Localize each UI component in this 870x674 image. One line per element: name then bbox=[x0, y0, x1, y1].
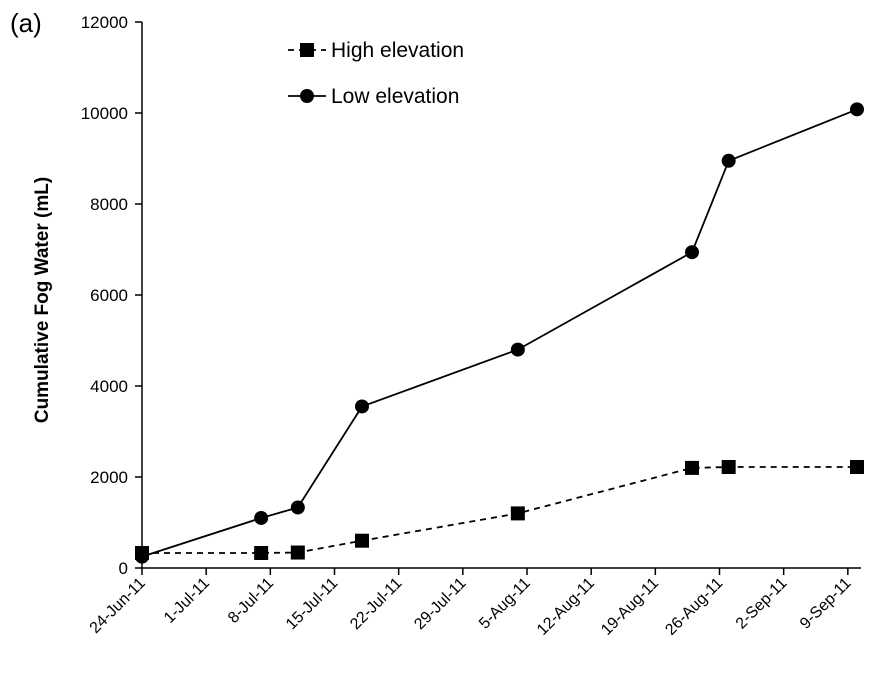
series-high-elevation bbox=[135, 459, 864, 560]
legend-label-low-elevation: Low elevation bbox=[331, 85, 459, 108]
data-point-circle bbox=[135, 549, 149, 564]
series-layer bbox=[135, 102, 864, 564]
x-tick-label: 26-Aug-11 bbox=[662, 575, 726, 639]
series-low-elevation bbox=[135, 102, 864, 564]
legend: High elevation Low elevation bbox=[288, 39, 464, 108]
x-tick-label: 1-Jul-11 bbox=[161, 575, 213, 627]
x-tick-label: 5-Aug-11 bbox=[476, 575, 534, 633]
data-point-square bbox=[510, 506, 525, 521]
y-tick-label: 8000 bbox=[90, 195, 128, 214]
y-tick-label: 0 bbox=[119, 559, 128, 578]
legend-marker-circle bbox=[300, 89, 314, 103]
y-axis-title: Cumulative Fog Water (mL) bbox=[32, 177, 53, 423]
data-point-square bbox=[254, 545, 269, 560]
data-point-circle bbox=[355, 399, 369, 414]
series-line-high-elevation bbox=[142, 466, 857, 554]
x-tick-label: 12-Aug-11 bbox=[534, 575, 598, 639]
data-point-circle bbox=[510, 342, 525, 357]
x-tick-label: 15-Jul-11 bbox=[283, 575, 341, 633]
x-tick-label: 9-Sep-11 bbox=[797, 575, 855, 633]
y-tick-label: 6000 bbox=[90, 286, 128, 305]
data-point-square bbox=[721, 459, 736, 474]
y-tick-label: 2000 bbox=[90, 468, 128, 487]
data-point-square bbox=[685, 460, 699, 475]
data-point-circle bbox=[721, 153, 736, 168]
x-tick-label: 2-Sep-11 bbox=[733, 575, 791, 633]
data-point-circle bbox=[850, 102, 864, 117]
x-tick-label: 22-Jul-11 bbox=[347, 575, 405, 633]
data-point-circle bbox=[254, 510, 269, 525]
y-tick-label: 12000 bbox=[81, 13, 128, 32]
data-point-square bbox=[355, 533, 369, 548]
x-tick-label: 8-Jul-11 bbox=[225, 575, 277, 627]
x-tick-label: 29-Jul-11 bbox=[411, 575, 469, 633]
x-tick-label: 24-Jun-11 bbox=[87, 575, 149, 637]
legend-item-high-elevation: High elevation bbox=[288, 39, 464, 62]
data-point-circle bbox=[290, 500, 305, 515]
y-tick-label: 4000 bbox=[90, 377, 128, 396]
data-point-square bbox=[290, 545, 305, 560]
data-point-circle bbox=[685, 245, 699, 260]
data-point-square bbox=[850, 459, 864, 474]
y-tick-label: 10000 bbox=[81, 104, 128, 123]
y-axis: 0 2000 4000 6000 8000 10000 12000 bbox=[81, 13, 143, 578]
legend-label-high-elevation: High elevation bbox=[331, 39, 464, 62]
series-line-low-elevation bbox=[141, 108, 858, 558]
x-tick-label: 19-Aug-11 bbox=[598, 575, 662, 639]
panel-label: (a) bbox=[10, 8, 42, 38]
legend-marker-square bbox=[300, 43, 314, 57]
x-axis: 24-Jun-11 1-Jul-11 8-Jul-11 15-Jul-11 22-Jul… bbox=[87, 567, 861, 639]
legend-item-low-elevation: Low elevation bbox=[288, 85, 459, 108]
